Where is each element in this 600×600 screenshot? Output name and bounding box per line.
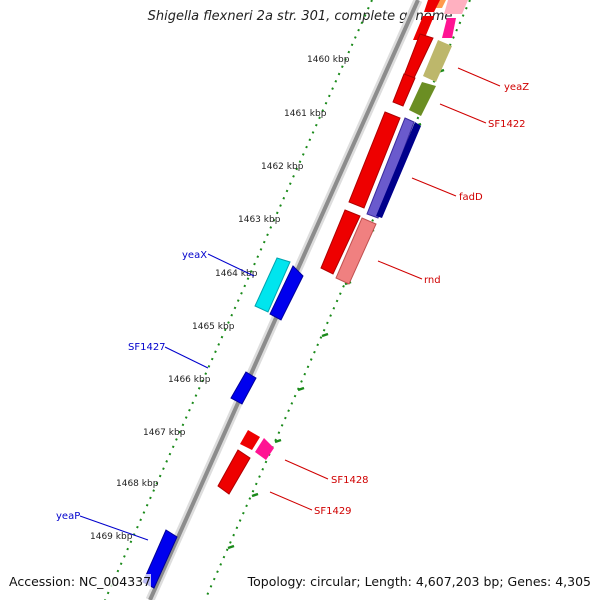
outer-tick xyxy=(251,492,259,498)
gene-feature-fadd[interactable] xyxy=(366,117,415,219)
gene-feature-sf1429[interactable] xyxy=(240,430,260,450)
outer-tick xyxy=(274,438,282,444)
kbp-label: 1464 kbp xyxy=(215,269,258,279)
gene-label-sf1428[interactable]: SF1428 xyxy=(331,475,369,486)
outer-strand-genes xyxy=(217,0,468,495)
gene-feature-partial[interactable] xyxy=(424,0,440,12)
gene-label-sf1427[interactable]: SF1427 xyxy=(128,342,166,353)
kbp-label: 1468 kbp xyxy=(116,479,159,489)
gene-label-sf1429[interactable]: SF1429 xyxy=(314,506,352,517)
gene-feature-sf1429b[interactable] xyxy=(217,449,251,495)
map-title: Shigella flexneri 2a str. 301, complete … xyxy=(147,9,453,24)
genome-summary-text: Topology: circular; Length: 4,607,203 bp… xyxy=(247,574,591,589)
leader-sf1429 xyxy=(269,491,313,511)
gene-label-rnd[interactable]: rnd xyxy=(424,275,441,286)
kbp-label: 1461 kbp xyxy=(284,109,327,119)
gene-feature-yeax[interactable] xyxy=(254,257,291,313)
kbp-label: 1465 kbp xyxy=(192,322,235,332)
gene-feature-sf1427[interactable] xyxy=(230,371,257,405)
gene-feature-forward[interactable] xyxy=(320,209,361,275)
leader-fadd xyxy=(411,177,457,197)
kbp-label: 1460 kbp xyxy=(307,55,350,65)
outer-tick xyxy=(321,332,329,338)
gene-label-yeaz[interactable]: yeaZ xyxy=(504,82,529,93)
gene-label-yeap[interactable]: yeaP xyxy=(56,511,80,522)
kbp-label: 1462 kbp xyxy=(261,162,304,172)
leader-yeaz xyxy=(457,67,501,87)
accession-text: Accession: NC_004337 xyxy=(9,574,152,589)
outer-tick xyxy=(297,386,305,392)
leader-rnd xyxy=(377,260,423,280)
leader-sf1422 xyxy=(439,103,487,124)
gene-feature-sf1422[interactable] xyxy=(409,82,436,116)
gene-feature-partial[interactable] xyxy=(444,0,468,14)
leader-sf1427 xyxy=(164,346,209,369)
gene-feature-reverse[interactable] xyxy=(269,265,304,321)
gene-feature-rnd[interactable] xyxy=(335,217,377,285)
gene-label-sf1422[interactable]: SF1422 xyxy=(488,119,526,130)
gene-feature-fadd-region[interactable] xyxy=(348,111,401,209)
inner-strand-genes xyxy=(142,257,304,589)
leader-yeax xyxy=(207,253,255,277)
kbp-label: 1469 kbp xyxy=(90,532,133,542)
inner-dotted-guide xyxy=(104,0,373,600)
gene-label-yeax[interactable]: yeaX xyxy=(182,250,207,261)
gene-feature-sf1428[interactable] xyxy=(255,438,274,460)
kbp-label: 1466 kbp xyxy=(168,375,211,385)
gene-feature-fadd-dark[interactable] xyxy=(376,122,421,218)
gene-label-fadd[interactable]: fadD xyxy=(459,192,483,203)
leader-sf1428 xyxy=(284,459,329,480)
kbp-label: 1467 kbp xyxy=(143,428,186,438)
gene-feature-partial[interactable] xyxy=(442,18,456,38)
label-leaders xyxy=(79,67,501,541)
leader-yeap xyxy=(79,515,149,541)
gene-feature-forward[interactable] xyxy=(392,73,416,107)
gene-feature-yeap[interactable] xyxy=(142,529,178,589)
kbp-label: 1463 kbp xyxy=(238,215,281,225)
gene-feature-partial[interactable] xyxy=(413,16,434,40)
gene-feature-yeaz[interactable] xyxy=(423,40,452,82)
outer-tick xyxy=(227,544,235,550)
